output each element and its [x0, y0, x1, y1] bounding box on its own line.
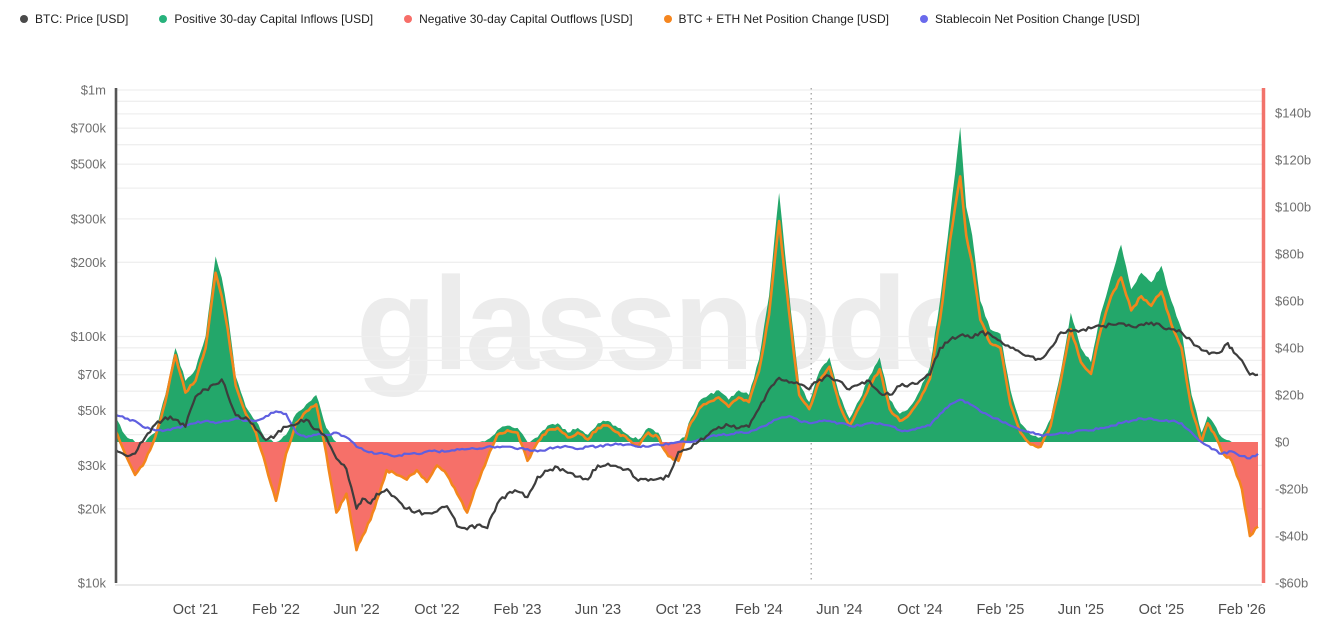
inflows-area — [115, 127, 1262, 442]
legend-dot-stablecoin_net — [919, 15, 928, 23]
right-axis-tick-label: -$20b — [1275, 482, 1308, 497]
right-axis-tick-label: $80b — [1275, 247, 1304, 262]
plot-series — [115, 127, 1262, 552]
gridlines — [115, 89, 1262, 586]
legend-item-btc_price[interactable]: BTC: Price [USD] — [20, 12, 128, 26]
x-axis-tick-label: Oct '22 — [414, 602, 459, 618]
legend-item-inflows[interactable]: Positive 30-day Capital Inflows [USD] — [159, 12, 373, 26]
btc-price-line — [115, 321, 1259, 531]
x-axis-tick-label: Oct '21 — [173, 602, 218, 618]
left-axis-tick-label: $500k — [71, 157, 107, 172]
right-axis-tick-label: $60b — [1275, 294, 1304, 309]
legend-dot-btc_eth_net — [663, 15, 672, 23]
left-axis-tick-label: $10k — [78, 576, 107, 591]
axis-labels: $1m $700k $500k $300k $200k $100k $70k $50k $30k… — [71, 83, 1312, 619]
chart-legend: BTC: Price [USD] Positive 30-day Capital … — [20, 12, 1140, 26]
legend-dot-inflows — [159, 15, 168, 23]
x-axis-tick-label: Oct '24 — [897, 602, 942, 618]
legend-item-stablecoin_net[interactable]: Stablecoin Net Position Change [USD] — [919, 12, 1140, 26]
left-axis-tick-label: $50k — [78, 403, 107, 418]
x-axis-tick-label: Jun '23 — [575, 602, 621, 618]
right-axis-tick-label: $120b — [1275, 153, 1311, 168]
x-axis-tick-label: Feb '22 — [252, 602, 300, 618]
legend-label: BTC + ETH Net Position Change [USD] — [678, 12, 889, 26]
legend-label: Stablecoin Net Position Change [USD] — [934, 12, 1140, 26]
x-axis-tick-label: Feb '25 — [976, 602, 1024, 618]
left-axis-tick-label: $300k — [71, 211, 107, 226]
left-axis-tick-label: $1m — [81, 83, 106, 98]
left-axis-tick-label: $100k — [71, 329, 107, 344]
right-axis-tick-label: $140b — [1275, 106, 1311, 121]
legend-label: Positive 30-day Capital Inflows [USD] — [174, 12, 374, 26]
right-axis-tick-label: -$60b — [1275, 576, 1308, 591]
outflows-area — [115, 442, 1258, 551]
legend-label: Negative 30-day Capital Outflows [USD] — [419, 12, 633, 26]
left-axis-tick-label: $70k — [78, 367, 107, 382]
left-axis-tick-label: $20k — [78, 501, 107, 516]
legend-item-outflows[interactable]: Negative 30-day Capital Outflows [USD] — [404, 12, 633, 26]
x-axis-tick-label: Jun '25 — [1058, 602, 1104, 618]
right-axis-tick-label: $0 — [1275, 435, 1289, 450]
x-axis-tick-label: Jun '22 — [333, 602, 379, 618]
legend-dot-outflows — [404, 15, 413, 23]
x-axis-tick-label: Feb '24 — [735, 602, 783, 618]
x-axis-tick-label: Oct '23 — [656, 602, 701, 618]
x-axis-tick-label: Oct '25 — [1139, 602, 1184, 618]
right-axis-tick-label: $100b — [1275, 200, 1311, 215]
right-axis-tick-label: $20b — [1275, 388, 1304, 403]
right-axis-tick-label: -$40b — [1275, 529, 1308, 544]
x-axis-tick-label: Feb '26 — [1218, 602, 1266, 618]
x-axis-tick-label: Feb '23 — [494, 602, 542, 618]
legend-dot-btc_price — [20, 15, 28, 23]
legend-item-btc_eth_net[interactable]: BTC + ETH Net Position Change [USD] — [663, 12, 889, 26]
left-axis-tick-label: $700k — [71, 121, 107, 136]
legend-label: BTC: Price [USD] — [35, 12, 129, 26]
left-axis-tick-label: $30k — [78, 458, 107, 473]
left-axis-tick-label: $200k — [71, 255, 107, 270]
stablecoin-net-position-line — [115, 398, 1259, 460]
right-axis-tick-label: $40b — [1275, 341, 1304, 356]
x-axis-tick-label: Jun '24 — [816, 602, 862, 618]
